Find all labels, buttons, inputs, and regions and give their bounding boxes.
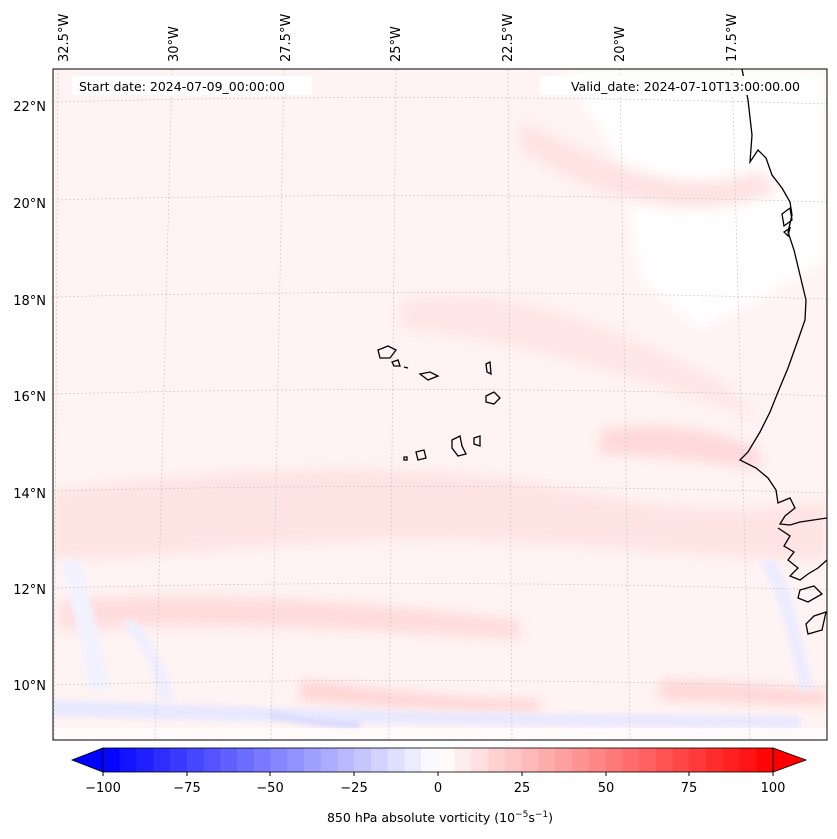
colorbar-segment (320, 748, 339, 772)
colorbar-segment (588, 748, 607, 772)
start-date-text: Start date: 2024-07-09_00:00:00 (79, 79, 285, 94)
colorbar-segment (438, 748, 456, 772)
colorbar-segment (655, 748, 674, 772)
colorbar-tick-label: 50 (598, 781, 615, 796)
colorbar-segment (170, 748, 188, 772)
colorbar-segment (572, 748, 590, 772)
coastline (738, 69, 827, 635)
island-maio (473, 435, 481, 447)
island-sao-nicolau (418, 371, 440, 381)
colorbar-label: 850 hPa absolute vorticity (10−5s−1) (327, 810, 553, 825)
island-fogo (415, 449, 427, 461)
lon-label: 32.5°W (57, 14, 72, 62)
colorbar-segment (387, 748, 406, 772)
colorbar-tick-label: −50 (256, 781, 283, 796)
valid-date-box (540, 76, 806, 95)
colorbar-segment (689, 748, 707, 772)
colorbar-segments (103, 748, 774, 772)
colorbar-segment (220, 748, 238, 772)
colorbar-extend-min (70, 747, 104, 773)
colorbar-segment (287, 748, 305, 772)
colorbar-segment (354, 748, 372, 772)
lat-label: 14°N (13, 487, 46, 502)
colorbar-segment (739, 748, 757, 772)
colorbar-segment (421, 748, 439, 772)
vorticity-field (53, 69, 827, 740)
island-santa-luzia (403, 366, 409, 369)
colorbar-segment (471, 748, 489, 772)
island-santo-antao (377, 345, 397, 359)
island-brava (403, 456, 408, 461)
colorbar-tick-label: 25 (514, 781, 531, 796)
colorbar-segment (253, 748, 272, 772)
island-sao-vicente (391, 359, 401, 367)
island-boa-vista (485, 391, 501, 405)
colorbar-segment (404, 748, 422, 772)
colorbar-segment (119, 748, 138, 772)
lat-label: 12°N (13, 583, 46, 598)
lat-label: 22°N (13, 100, 46, 115)
colorbar-extend-max (772, 747, 808, 773)
colorbar-segment (153, 748, 171, 772)
map-frame (52, 68, 828, 741)
colorbar-segment (505, 748, 523, 772)
lat-label: 16°N (13, 390, 46, 405)
colorbar-segment (371, 748, 389, 772)
colorbar-segment (521, 748, 540, 772)
colorbar-segment (555, 748, 573, 772)
colorbar-segment (186, 748, 205, 772)
colorbar: −100 −75 −50 −25 0 25 50 75 100 850 hPa … (70, 747, 808, 825)
colorbar-segment (639, 748, 657, 772)
colorbar-tick-label: −100 (85, 781, 121, 796)
colorbar-segment (605, 748, 623, 772)
colorbar-ticks: −100 −75 −50 −25 0 25 50 75 100 (85, 772, 785, 796)
latitude-labels: 22°N 20°N 18°N 16°N 14°N 12°N 10°N (13, 100, 46, 694)
lon-label: 27.5°W (279, 14, 294, 62)
island-sal (485, 360, 492, 376)
lon-label: 20°W (613, 26, 628, 62)
colorbar-segment (488, 748, 506, 772)
colorbar-segment (706, 748, 724, 772)
lon-label: 25°W (389, 26, 404, 62)
colorbar-segment (454, 748, 473, 772)
colorbar-tick-label: −25 (340, 781, 367, 796)
lat-label: 18°N (13, 294, 46, 309)
colorbar-segment (722, 748, 741, 772)
cape-verde-islands (377, 345, 501, 461)
colorbar-tick-label: −75 (173, 781, 200, 796)
valid-date-text: Valid_date: 2024-07-10T13:00:00.00 (571, 79, 800, 94)
lon-label: 17.5°W (725, 14, 740, 62)
colorbar-segment (337, 748, 355, 772)
colorbar-segment (304, 748, 322, 772)
colorbar-segment (538, 748, 556, 772)
colorbar-segment (136, 748, 154, 772)
colorbar-segment (203, 748, 221, 772)
colorbar-segment (672, 748, 690, 772)
colorbar-tick-label: 100 (761, 781, 786, 796)
colorbar-tick-label: 0 (434, 781, 442, 796)
lon-label: 22.5°W (501, 14, 516, 62)
colorbar-segment (270, 748, 288, 772)
lat-label: 10°N (13, 679, 46, 694)
start-date-box (72, 76, 312, 95)
lon-label: 30°W (167, 26, 182, 62)
island-santiago (451, 435, 467, 457)
lat-label: 20°N (13, 197, 46, 212)
colorbar-segment (237, 748, 255, 772)
colorbar-segment (756, 748, 774, 772)
colorbar-tick-label: 75 (681, 781, 698, 796)
longitude-labels: 32.5°W 30°W 27.5°W 25°W 22.5°W 20°W 17.5… (57, 14, 740, 62)
colorbar-segment (622, 748, 640, 772)
colorbar-segment (103, 748, 121, 772)
